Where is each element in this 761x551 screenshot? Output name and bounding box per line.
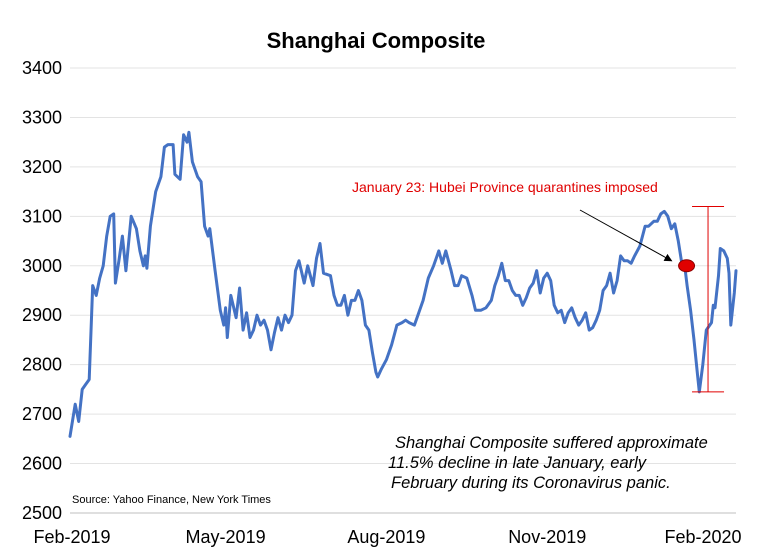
- series-layer: [68, 130, 738, 438]
- x-axis-tick-labels: Feb-2019 May-2019 Aug-2019 Nov-2019 Feb-2020: [33, 527, 741, 547]
- y-tick-label-3200: 3200: [22, 157, 62, 177]
- event-arrow: [579, 209, 673, 262]
- x-tick-label-may-2019: May-2019: [186, 527, 266, 547]
- event-marker-point: [678, 259, 696, 273]
- source-label: Source: Yahoo Finance, New York Times: [72, 494, 271, 506]
- x-tick-label-nov-2019: Nov-2019: [508, 527, 586, 547]
- y-tick-label-3000: 3000: [22, 256, 62, 276]
- y-tick-label-2500: 2500: [22, 503, 62, 523]
- y-tick-label-3300: 3300: [22, 107, 62, 127]
- y-tick-label-3100: 3100: [22, 206, 62, 226]
- series-line-0: [68, 130, 738, 438]
- x-tick-label-aug-2019: Aug-2019: [347, 527, 425, 547]
- x-tick-label-feb-2020: Feb-2020: [664, 527, 741, 547]
- y-axis-tick-labels: 2500 2600 2700 2800 2900 3000 3100 3200 3300 3400: [22, 58, 62, 523]
- annotations: January 23: Hubei Province quarantines i…: [72, 179, 725, 506]
- chart-title: Shanghai Composite: [267, 28, 486, 53]
- y-tick-label-2700: 2700: [22, 404, 62, 424]
- x-tick-label-feb-2019: Feb-2019: [33, 527, 110, 547]
- event-annotation-label: January 23: Hubei Province quarantines i…: [352, 179, 658, 195]
- note-line-1: Shanghai Composite suffered approximate: [395, 434, 708, 452]
- y-tick-label-2800: 2800: [22, 355, 62, 375]
- y-tick-label-2600: 2600: [22, 454, 62, 474]
- y-tick-label-3400: 3400: [22, 58, 62, 78]
- note-line-3: February during its Coronavirus panic.: [391, 474, 671, 492]
- y-tick-label-2900: 2900: [22, 305, 62, 325]
- note-line-2: 11.5% decline in late January, early: [388, 454, 648, 472]
